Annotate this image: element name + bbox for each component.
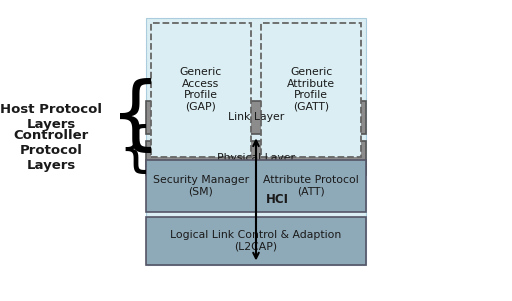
Text: Link Layer: Link Layer xyxy=(228,112,284,123)
FancyBboxPatch shape xyxy=(146,160,256,212)
FancyBboxPatch shape xyxy=(261,23,361,157)
Text: Host Protocol
Layers: Host Protocol Layers xyxy=(0,103,102,132)
Text: {: { xyxy=(119,125,153,176)
FancyBboxPatch shape xyxy=(151,23,251,157)
Text: Generic
Attribute
Profile
(GATT): Generic Attribute Profile (GATT) xyxy=(287,67,335,112)
Text: Physical Layer: Physical Layer xyxy=(217,153,295,163)
FancyBboxPatch shape xyxy=(146,141,366,175)
FancyBboxPatch shape xyxy=(256,160,366,212)
FancyBboxPatch shape xyxy=(146,217,366,265)
Text: {: { xyxy=(110,78,161,157)
FancyBboxPatch shape xyxy=(146,18,366,265)
Text: Generic
Access
Profile
(GAP): Generic Access Profile (GAP) xyxy=(180,67,222,112)
Text: Controller
Protocol
Layers: Controller Protocol Layers xyxy=(14,129,89,172)
Text: HCI: HCI xyxy=(266,193,289,206)
Text: Attribute Protocol
(ATT): Attribute Protocol (ATT) xyxy=(263,175,359,197)
FancyBboxPatch shape xyxy=(146,101,366,134)
Text: Security Manager
(SM): Security Manager (SM) xyxy=(153,175,249,197)
Text: Logical Link Control & Adaption
(L2CAP): Logical Link Control & Adaption (L2CAP) xyxy=(170,230,342,252)
